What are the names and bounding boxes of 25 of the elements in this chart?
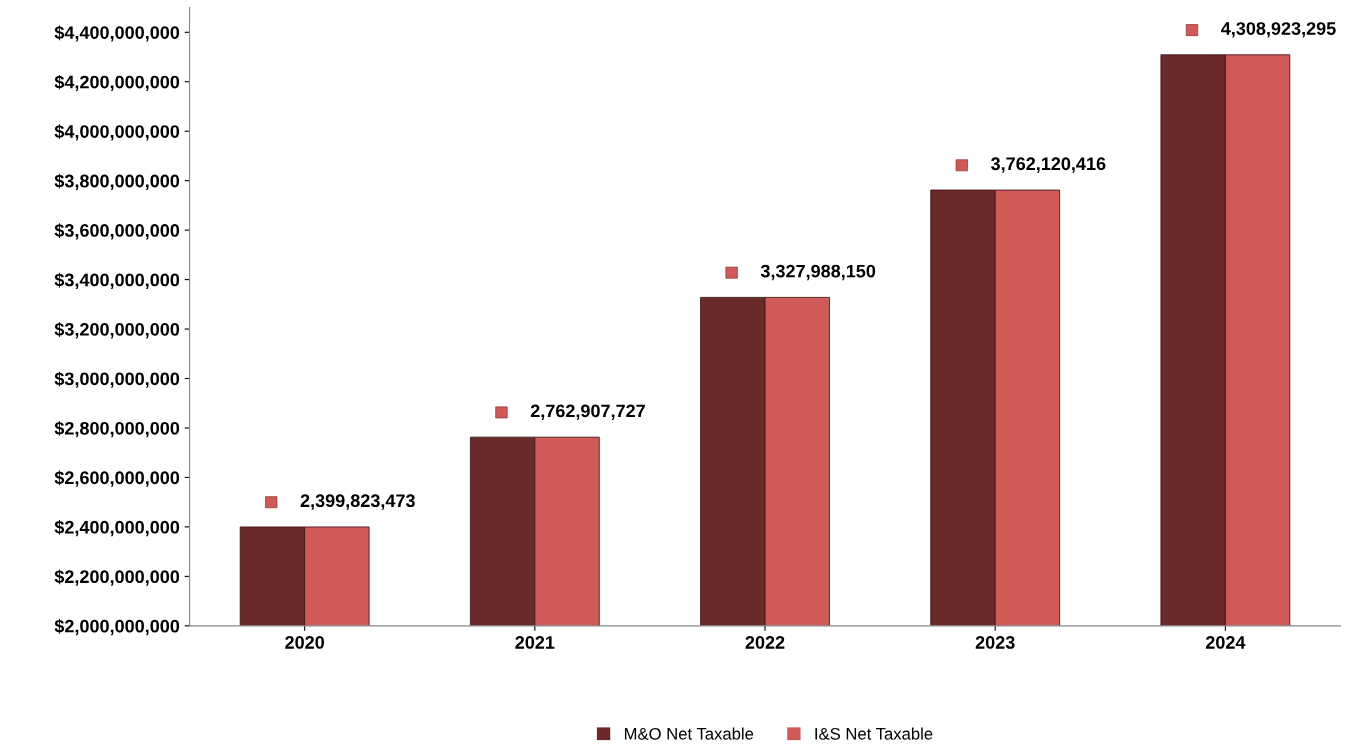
legend-label: I&S Net Taxable xyxy=(815,727,933,740)
data-label: 2,399,823,473 xyxy=(300,494,415,510)
y-tick-label: $2,600,000,000 xyxy=(54,470,180,487)
legend-label: M&O Net Taxable xyxy=(624,727,754,740)
x-tick-label: 2021 xyxy=(515,636,555,649)
y-tick-label: $2,200,000,000 xyxy=(54,569,180,586)
data-label: 3,762,120,416 xyxy=(991,157,1106,173)
y-tick-label: $3,800,000,000 xyxy=(54,173,180,190)
y-tick-label: $2,000,000,000 xyxy=(54,618,180,636)
y-tick-label: $3,000,000,000 xyxy=(54,371,180,388)
y-tick-label: $4,400,000,000 xyxy=(54,25,180,42)
data-label: 3,327,988,150 xyxy=(760,264,876,281)
x-tick-label: 2023 xyxy=(975,636,1015,649)
y-tick-label: $3,400,000,000 xyxy=(54,272,180,289)
x-tick-label: 2024 xyxy=(1205,636,1246,649)
y-tick-label: $2,400,000,000 xyxy=(54,520,180,537)
data-label: 2,762,907,727 xyxy=(530,404,645,420)
y-tick-label: $3,600,000,000 xyxy=(54,223,180,240)
y-tick-label: $4,200,000,000 xyxy=(54,74,180,92)
x-tick-label: 2022 xyxy=(745,636,785,649)
y-tick-label: $3,200,000,000 xyxy=(54,322,180,339)
data-label: 4,308,923,295 xyxy=(1221,22,1336,38)
y-tick-label: $2,800,000,000 xyxy=(54,421,180,438)
y-tick-label: $4,000,000,000 xyxy=(54,124,180,141)
x-tick-label: 2020 xyxy=(285,636,324,649)
